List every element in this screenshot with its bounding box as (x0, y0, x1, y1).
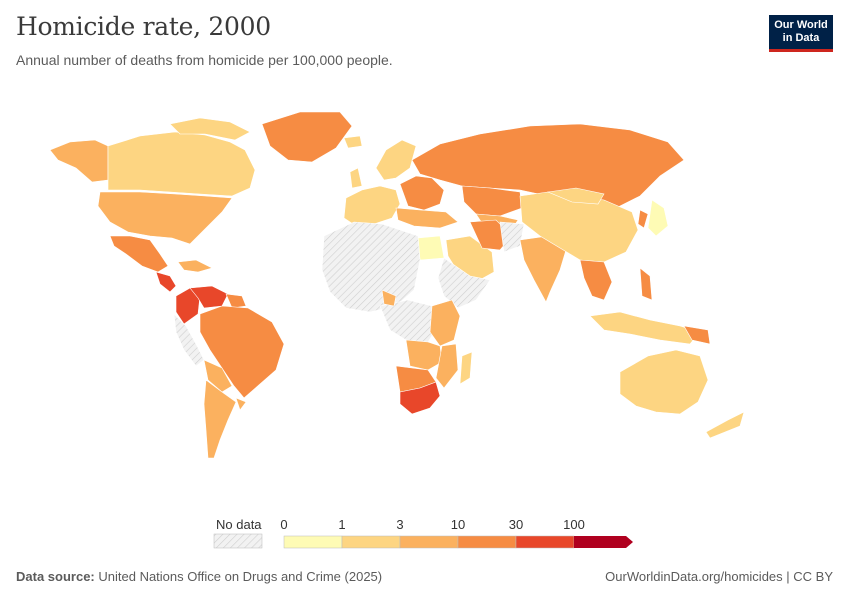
map-region-indonesia[interactable] (589, 311, 701, 345)
source-link[interactable]: OurWorldinData.org/homicides | CC BY (605, 569, 833, 584)
world-map[interactable] (0, 80, 850, 510)
owid-logo[interactable]: Our World in Data (769, 15, 833, 52)
map-region-western-europe[interactable] (343, 185, 401, 227)
map-region-afghanistan-pakistan[interactable] (499, 221, 525, 253)
legend-swatch-1-3 (341, 535, 401, 549)
map-region-mexico[interactable] (109, 235, 169, 273)
map-region-japan[interactable] (647, 199, 669, 237)
map-region-central-america[interactable] (155, 271, 177, 293)
map-region-central-africa[interactable] (379, 299, 439, 343)
map-region-southeast-asia[interactable] (579, 259, 613, 301)
map-region-egypt[interactable] (417, 235, 445, 261)
map-region-papua-new-guinea[interactable] (683, 325, 711, 345)
map-region-guianas[interactable] (225, 293, 247, 309)
map-region-new-zealand[interactable] (705, 411, 745, 439)
data-source: Data source: United Nations Office on Dr… (16, 569, 382, 584)
legend-tick-0: 0 (280, 517, 287, 532)
legend-tick-10: 10 (451, 517, 465, 532)
map-region-horn-of-africa[interactable] (437, 257, 491, 309)
legend-tick-100: 100 (563, 517, 585, 532)
legend-swatch-3-10 (399, 535, 459, 549)
map-region-balkans-turkey[interactable] (395, 207, 459, 229)
map-region-uruguay[interactable] (235, 397, 247, 411)
map-region-west-africa-coast[interactable] (381, 289, 397, 307)
map-region-angola-zambia[interactable] (405, 339, 443, 371)
map-region-madagascar[interactable] (459, 351, 473, 385)
legend-swatch-10-30 (457, 535, 517, 549)
map-region-greenland[interactable] (261, 111, 353, 163)
legend-tick-3: 3 (396, 517, 403, 532)
legend-no-data-swatch (213, 533, 263, 549)
map-region-united-states[interactable] (97, 191, 233, 245)
map-region-north-west-africa[interactable] (321, 221, 421, 313)
logo-line-1: Our World (774, 19, 828, 31)
chart-title: Homicide rate, 2000 (16, 12, 271, 41)
map-region-canada-islands[interactable] (169, 117, 251, 141)
map-region-alaska[interactable] (49, 139, 109, 183)
map-region-argentina[interactable] (203, 379, 237, 459)
map-region-iceland[interactable] (343, 135, 363, 149)
map-region-canada[interactable] (107, 131, 256, 197)
legend-swatch-30-100 (515, 535, 575, 549)
map-region-philippines[interactable] (639, 267, 653, 301)
legend-swatch-0-1 (283, 535, 343, 549)
map-region-kazakhstan[interactable] (461, 185, 523, 217)
legend-tick-1: 1 (338, 517, 345, 532)
map-region-scandinavia[interactable] (375, 139, 417, 181)
legend-no-data-label: No data (216, 517, 262, 532)
map-region-bolivia-paraguay[interactable] (203, 359, 233, 393)
map-region-ecuador-peru[interactable] (173, 313, 205, 367)
map-region-mongolia[interactable] (546, 187, 605, 205)
legend-tick-30: 30 (509, 517, 523, 532)
map-region-caribbean[interactable] (177, 259, 213, 273)
map-region-brazil[interactable] (199, 305, 285, 399)
map-region-south-africa[interactable] (399, 381, 441, 415)
chart-subtitle: Annual number of deaths from homicide pe… (16, 52, 393, 68)
map-region-uk[interactable] (349, 167, 363, 189)
data-source-text: United Nations Office on Drugs and Crime… (98, 569, 383, 584)
map-region-australia[interactable] (619, 349, 709, 415)
map-region-korea[interactable] (637, 209, 649, 229)
data-source-label: Data source: (16, 569, 95, 584)
logo-line-2: in Data (782, 32, 820, 44)
map-region-eastern-europe[interactable] (399, 175, 445, 211)
map-region-mozambique[interactable] (435, 343, 459, 389)
map-legend: No data 0 1 3 10 30 100 (213, 517, 633, 549)
legend-swatch-100-plus (574, 536, 633, 548)
map-region-east-africa[interactable] (429, 299, 461, 347)
